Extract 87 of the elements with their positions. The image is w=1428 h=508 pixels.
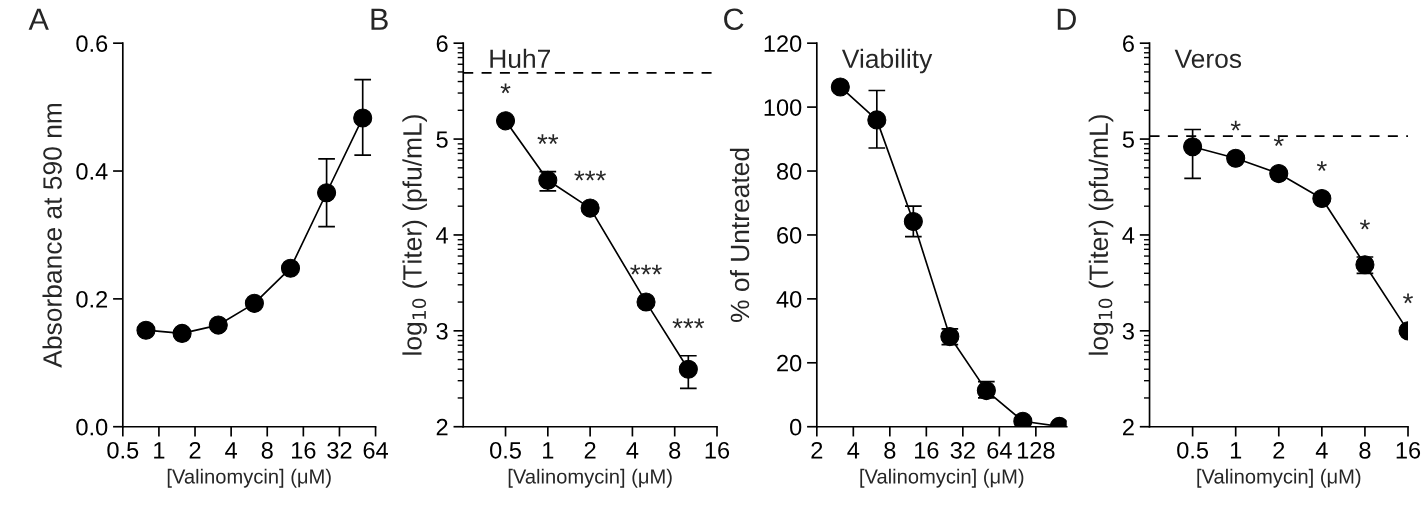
x-tick-label: 2: [584, 441, 596, 459]
point: [1183, 137, 1203, 157]
x-tick-label: 4: [1315, 442, 1328, 459]
x-tick-label: 4: [225, 442, 238, 459]
x-tick-label: 8: [261, 441, 273, 459]
x-tick-label: 16: [292, 441, 316, 459]
x-tick-label: 64: [363, 441, 389, 459]
x-tick-label: 1: [1230, 442, 1242, 459]
point: [903, 211, 923, 232]
annotation: Viability: [841, 48, 933, 74]
annotation: *: [500, 83, 511, 94]
annotation: Veros: [1174, 49, 1242, 69]
x-tick-label: 0.5: [107, 441, 139, 459]
x-tick-label: 0.5: [1177, 441, 1209, 459]
y-tick-label: 6: [436, 35, 448, 52]
y-tick-label: 6: [1123, 35, 1134, 52]
y-tick-label: 0.6: [76, 35, 108, 52]
y-axis-title: log$_{10}$ (Titer) (pfu/mL): [1088, 115, 1114, 355]
text: A: [28, 8, 49, 30]
annotation: *: [1316, 161, 1327, 171]
y-tick-label: 0.0: [76, 418, 108, 436]
x-tick-label: 8: [884, 441, 896, 459]
x-tick-label: 32: [327, 441, 352, 459]
y-tick-label: 3: [1122, 322, 1134, 340]
y-tick-label: 0.4: [76, 163, 108, 180]
y-tick-label: 100: [764, 99, 802, 116]
text: B: [371, 8, 388, 30]
x-axis-title: [Valinomycin] (μM): [167, 468, 331, 488]
point: [353, 108, 373, 128]
annotation: ***: [574, 170, 606, 181]
point: [1312, 188, 1332, 209]
y-axis-title: log$_{10}$ (Titer) (pfu/mL): [402, 115, 427, 355]
point: [1226, 148, 1246, 168]
point: [1269, 164, 1289, 184]
y-axis-title: % of Untreated: [729, 148, 750, 323]
x-tick-label: 8: [669, 441, 681, 459]
point: [317, 183, 337, 203]
text: C: [724, 8, 744, 31]
annotation: ***: [630, 264, 662, 275]
point: [244, 293, 264, 313]
x-axis-title: [Valinomycin] (μM): [1197, 468, 1361, 488]
x-tick-label: 0.5: [490, 441, 521, 459]
x-axis-title: [Valinomycin] (μM): [860, 468, 1024, 488]
y-tick-label: 0.2: [76, 290, 108, 308]
x-tick-label: 16: [915, 441, 939, 459]
x-tick-label: 128: [1017, 441, 1055, 459]
point: [172, 323, 192, 343]
x-tick-label: 1: [543, 442, 554, 459]
x-tick-label: 16: [705, 441, 730, 459]
y-tick-label: 60: [777, 227, 802, 244]
annotation: **: [537, 134, 559, 145]
y-tick-label: 2: [1123, 418, 1134, 436]
x-tick-label: 16: [1396, 441, 1421, 459]
x-tick-label: 4: [847, 442, 860, 459]
x-tick-label: 1: [154, 442, 165, 459]
y-tick-label: 0: [790, 418, 802, 436]
y-tick-label: 20: [777, 354, 802, 372]
y-tick-label: 80: [777, 163, 802, 180]
y-tick-label: 3: [436, 322, 448, 340]
x-tick-label: 2: [1273, 441, 1285, 459]
annotation: *: [1273, 136, 1284, 146]
y-tick-label: 2: [436, 418, 448, 436]
point: [280, 258, 301, 278]
y-tick-label: 40: [776, 290, 802, 308]
annotation: *: [1359, 219, 1370, 230]
annotation: *: [1403, 293, 1413, 304]
y-tick-label: 4: [436, 227, 448, 244]
x-tick-label: 2: [189, 441, 201, 459]
annotation: *: [1230, 120, 1241, 131]
text: D: [1057, 8, 1076, 30]
annotation: ***: [672, 318, 705, 329]
x-tick-label: 8: [1359, 441, 1371, 459]
point: [830, 77, 850, 97]
x-tick-label: 2: [811, 441, 823, 459]
x-tick-label: 4: [626, 442, 639, 459]
y-axis-title: Absorbance at 590 nm: [42, 103, 62, 368]
x-axis-title: [Valinomycin] (μM): [508, 468, 672, 488]
point: [208, 315, 228, 335]
y-tick-label: 120: [764, 35, 802, 52]
x-tick-label: 64: [987, 441, 1012, 459]
annotation: Huh7: [490, 48, 550, 69]
point: [136, 320, 156, 340]
y-tick-label: 5: [1122, 131, 1134, 148]
y-tick-label: 5: [436, 131, 448, 148]
y-tick-label: 4: [1122, 227, 1135, 244]
point: [867, 110, 887, 130]
x-tick-label: 32: [950, 441, 975, 459]
